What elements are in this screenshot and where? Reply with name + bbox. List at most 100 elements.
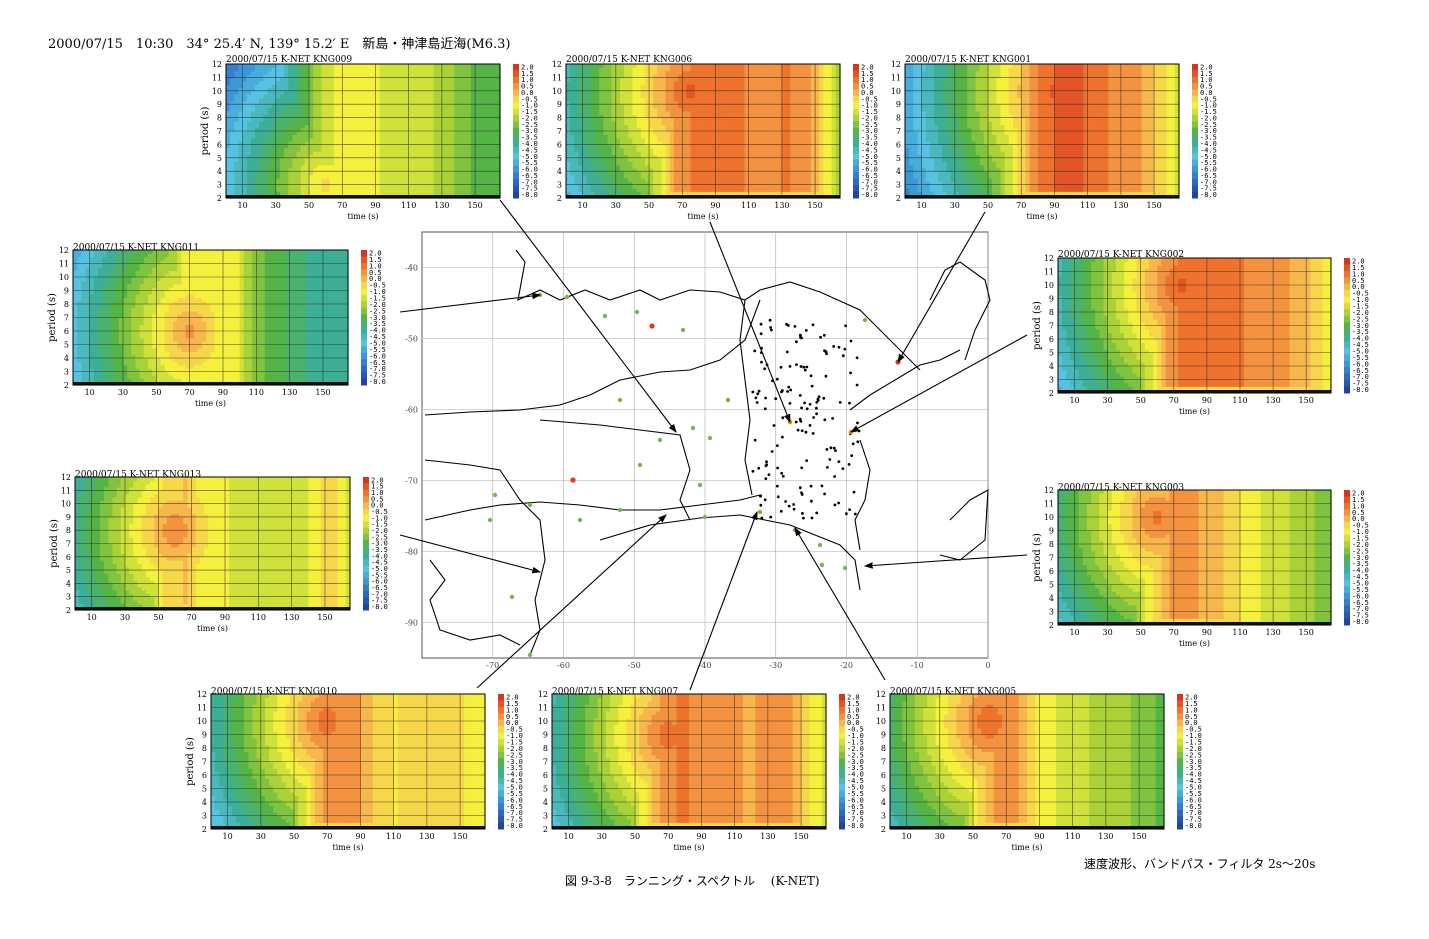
colorbar-label: -3.5: [1200, 134, 1217, 142]
y-tick-label: 7: [557, 127, 562, 136]
colorbar-label: -6.0: [369, 352, 386, 360]
y-tick-label: 3: [881, 812, 886, 821]
colorbar-label: -0.5: [847, 726, 864, 734]
colorbar-label: -7.0: [371, 590, 388, 598]
y-tick-label: 9: [1049, 295, 1054, 304]
colorbar-label: -1.0: [1200, 102, 1217, 110]
y-tick-label: 9: [1049, 527, 1054, 536]
y-tick-label: 6: [557, 140, 562, 149]
colorbar-label: -4.5: [1200, 146, 1217, 154]
y-tick-label: 10: [197, 717, 207, 726]
x-tick-label: 30: [950, 201, 960, 210]
x-tick-label: 50: [1136, 628, 1146, 637]
colorbar-label: -4.0: [1352, 567, 1369, 575]
colorbar: 2.01.51.00.50.0-0.5-1.0-1.5-2.0-2.5-3.0-…: [839, 694, 864, 830]
y-tick-label: 10: [1044, 281, 1054, 290]
y-tick-label: 9: [217, 100, 222, 109]
colorbar-label: -0.5: [1352, 290, 1369, 298]
colorbar-label: -4.5: [861, 146, 878, 154]
colorbar-label: -5.0: [861, 153, 878, 161]
x-tick-label: 10: [238, 201, 248, 210]
x-tick-label: 30: [118, 388, 128, 397]
colorbar-label: -2.0: [371, 527, 388, 535]
colorbar-label: 0.5: [521, 83, 534, 91]
colorbar-label: -4.0: [847, 771, 864, 779]
x-tick-label: 10: [902, 832, 912, 841]
colorbar-label: 1.5: [1185, 700, 1198, 708]
colorbar-label: 1.5: [369, 256, 382, 264]
colorbar-label: -1.0: [1352, 296, 1369, 304]
y-tick-label: 10: [59, 273, 69, 282]
colorbar-label: -3.5: [506, 764, 523, 772]
x-tick-label: 10: [223, 832, 233, 841]
colorbar-label: -8.0: [1352, 618, 1369, 626]
y-axis-label: period (s): [185, 737, 196, 786]
colorbar-label: -7.0: [521, 178, 538, 186]
heatmap-cells: [1058, 490, 1332, 626]
colorbar-label: -4.5: [521, 146, 538, 154]
x-axis-label: time (s): [348, 212, 379, 221]
y-tick-label: 3: [64, 368, 69, 377]
heatmap-cells: [905, 64, 1180, 199]
y-tick-label: 9: [64, 287, 69, 296]
x-tick-label: 130: [284, 613, 299, 622]
colorbar-label: -2.5: [1352, 547, 1369, 555]
colorbar-label: -3.0: [1352, 322, 1369, 330]
y-tick-label: 2: [1049, 621, 1054, 630]
colorbar-label: -2.5: [506, 751, 523, 759]
colorbar-label: -7.5: [369, 372, 386, 380]
colorbar-label: -8.0: [506, 822, 523, 830]
colorbar-label: -1.5: [506, 739, 523, 747]
panel-title: 2000/07/15 K-NET KNG013: [75, 470, 201, 480]
map-y-tick: -60: [405, 406, 418, 415]
x-tick-label: 150: [793, 832, 808, 841]
x-tick-label: 70: [185, 388, 195, 397]
y-tick-label: 12: [552, 60, 562, 69]
x-tick-label: 10: [1069, 628, 1079, 637]
colorbar-label: 1.5: [521, 70, 534, 78]
colorbar-label: -0.5: [521, 95, 538, 103]
colorbar-label: 2.0: [521, 63, 534, 71]
y-tick-label: 10: [538, 717, 548, 726]
x-tick-label: 50: [644, 201, 654, 210]
colorbar-label: 2.0: [371, 476, 384, 484]
x-tick-label: 70: [1169, 396, 1179, 405]
colorbar-label: 1.5: [861, 70, 874, 78]
x-tick-label: 150: [315, 388, 330, 397]
colorbar-label: -7.0: [506, 809, 523, 817]
y-tick-label: 4: [896, 167, 901, 176]
x-tick-label: 10: [1069, 396, 1079, 405]
colorbar-label: -7.5: [861, 185, 878, 193]
colorbar: 2.01.51.00.50.0-0.5-1.0-1.5-2.0-2.5-3.0-…: [498, 694, 523, 830]
x-tick-label: 10: [917, 201, 927, 210]
colorbar: 2.01.51.00.50.0-0.5-1.0-1.5-2.0-2.5-3.0-…: [1177, 694, 1202, 830]
colorbar-label: -3.0: [1185, 758, 1202, 766]
colorbar-label: -0.5: [1352, 522, 1369, 530]
colorbar-label: -1.5: [1352, 535, 1369, 543]
y-tick-label: 9: [66, 513, 71, 522]
y-tick-label: 3: [543, 812, 548, 821]
colorbar-label: -6.5: [371, 584, 388, 592]
colorbar-label: -4.0: [1185, 771, 1202, 779]
colorbar-label: -6.0: [1352, 360, 1369, 368]
y-tick-label: 12: [538, 690, 548, 699]
colorbar-label: -3.0: [506, 758, 523, 766]
colorbar-label: -6.0: [1200, 166, 1217, 174]
x-tick-label: 10: [85, 388, 95, 397]
x-axis-label: time (s): [1179, 639, 1210, 648]
colorbar-label: -5.5: [861, 159, 878, 167]
colorbar-label: 2.0: [1352, 258, 1365, 266]
map-x-tick: 0: [985, 661, 990, 670]
panel-title: 2000/07/15 K-NET KNG006: [566, 55, 692, 65]
colorbar-label: -4.0: [521, 140, 538, 148]
map-x-tick: -50: [628, 661, 641, 670]
colorbar-label: -8.0: [1185, 822, 1202, 830]
colorbar-label: 2.0: [861, 63, 874, 71]
y-tick-label: 9: [202, 731, 207, 740]
colorbar-label: -1.0: [371, 514, 388, 522]
y-axis-label: period (s): [47, 293, 58, 342]
colorbar-label: -3.5: [1185, 764, 1202, 772]
colorbar-label: 0.0: [506, 719, 519, 727]
map-x-tick: -10: [911, 661, 924, 670]
x-tick-label: 110: [727, 832, 742, 841]
